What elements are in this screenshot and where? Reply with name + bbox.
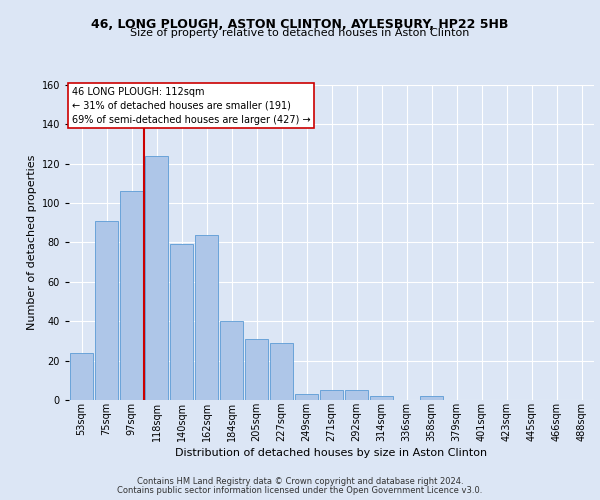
Bar [295, 394, 319, 400]
Bar [344, 390, 368, 400]
Bar [320, 390, 343, 400]
Text: Size of property relative to detached houses in Aston Clinton: Size of property relative to detached ho… [130, 28, 470, 38]
Bar [370, 396, 394, 400]
Bar [245, 339, 268, 400]
Text: 46 LONG PLOUGH: 112sqm
← 31% of detached houses are smaller (191)
69% of semi-de: 46 LONG PLOUGH: 112sqm ← 31% of detached… [71, 86, 310, 124]
Bar [419, 396, 443, 400]
Bar [269, 343, 293, 400]
Text: 46, LONG PLOUGH, ASTON CLINTON, AYLESBURY, HP22 5HB: 46, LONG PLOUGH, ASTON CLINTON, AYLESBUR… [91, 18, 509, 30]
X-axis label: Distribution of detached houses by size in Aston Clinton: Distribution of detached houses by size … [175, 448, 488, 458]
Y-axis label: Number of detached properties: Number of detached properties [28, 155, 37, 330]
Text: Contains public sector information licensed under the Open Government Licence v3: Contains public sector information licen… [118, 486, 482, 495]
Bar [95, 221, 118, 400]
Bar [70, 353, 94, 400]
Bar [145, 156, 169, 400]
Bar [119, 192, 143, 400]
Bar [194, 234, 218, 400]
Text: Contains HM Land Registry data © Crown copyright and database right 2024.: Contains HM Land Registry data © Crown c… [137, 477, 463, 486]
Bar [220, 322, 244, 400]
Bar [170, 244, 193, 400]
